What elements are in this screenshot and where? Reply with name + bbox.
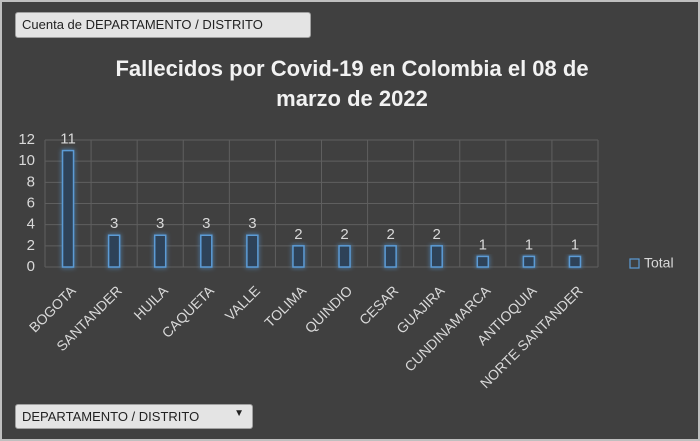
bar <box>200 234 213 268</box>
value-label: 3 <box>110 215 118 232</box>
bar <box>522 255 536 268</box>
value-label: 3 <box>202 215 210 232</box>
bar <box>476 255 490 268</box>
bar <box>61 149 75 268</box>
x-tick-label: HUILA <box>130 282 171 323</box>
y-tick-label: 12 <box>18 131 35 148</box>
y-tick-label: 10 <box>18 152 35 169</box>
bar <box>246 234 259 268</box>
report-filter-button[interactable]: Cuenta de DEPARTAMENTO / DISTRITO <box>15 12 311 38</box>
legend-label: Total <box>644 255 674 271</box>
chart-title: Fallecidos por Covid-19 en Colombia el 0… <box>115 56 589 111</box>
value-label: 11 <box>60 131 76 148</box>
bar <box>292 245 305 268</box>
value-label: 1 <box>571 236 579 253</box>
y-tick-label: 0 <box>27 258 35 275</box>
bar <box>384 245 397 268</box>
bar <box>338 245 351 268</box>
bar <box>107 234 121 268</box>
value-label: 2 <box>386 226 394 243</box>
value-label: 2 <box>294 226 302 243</box>
bar <box>430 245 443 268</box>
x-tick-label: QUINDIO <box>302 282 356 336</box>
x-tick-label: CUNDINAMARCA <box>401 282 494 375</box>
y-tick-label: 4 <box>27 216 35 233</box>
axis-field-label: DEPARTAMENTO / DISTRITO <box>22 409 200 424</box>
value-label: 1 <box>479 236 487 253</box>
x-tick-label: CESAR <box>356 282 401 327</box>
axis-field-button[interactable]: DEPARTAMENTO / DISTRITO ▼ <box>15 404 253 429</box>
bar <box>568 255 582 268</box>
y-tick-label: 2 <box>27 237 35 254</box>
value-label: 3 <box>248 215 256 232</box>
dropdown-arrow: ▼ <box>234 408 244 419</box>
value-label: 2 <box>433 226 441 243</box>
value-label: 1 <box>525 236 533 253</box>
legend-swatch <box>629 258 640 269</box>
y-tick-label: 8 <box>27 173 35 190</box>
value-label: 3 <box>156 215 164 232</box>
value-label: 2 <box>340 226 348 243</box>
y-tick-label: 6 <box>27 194 35 211</box>
bar <box>153 234 167 268</box>
x-tick-label: VALLE <box>222 282 263 323</box>
